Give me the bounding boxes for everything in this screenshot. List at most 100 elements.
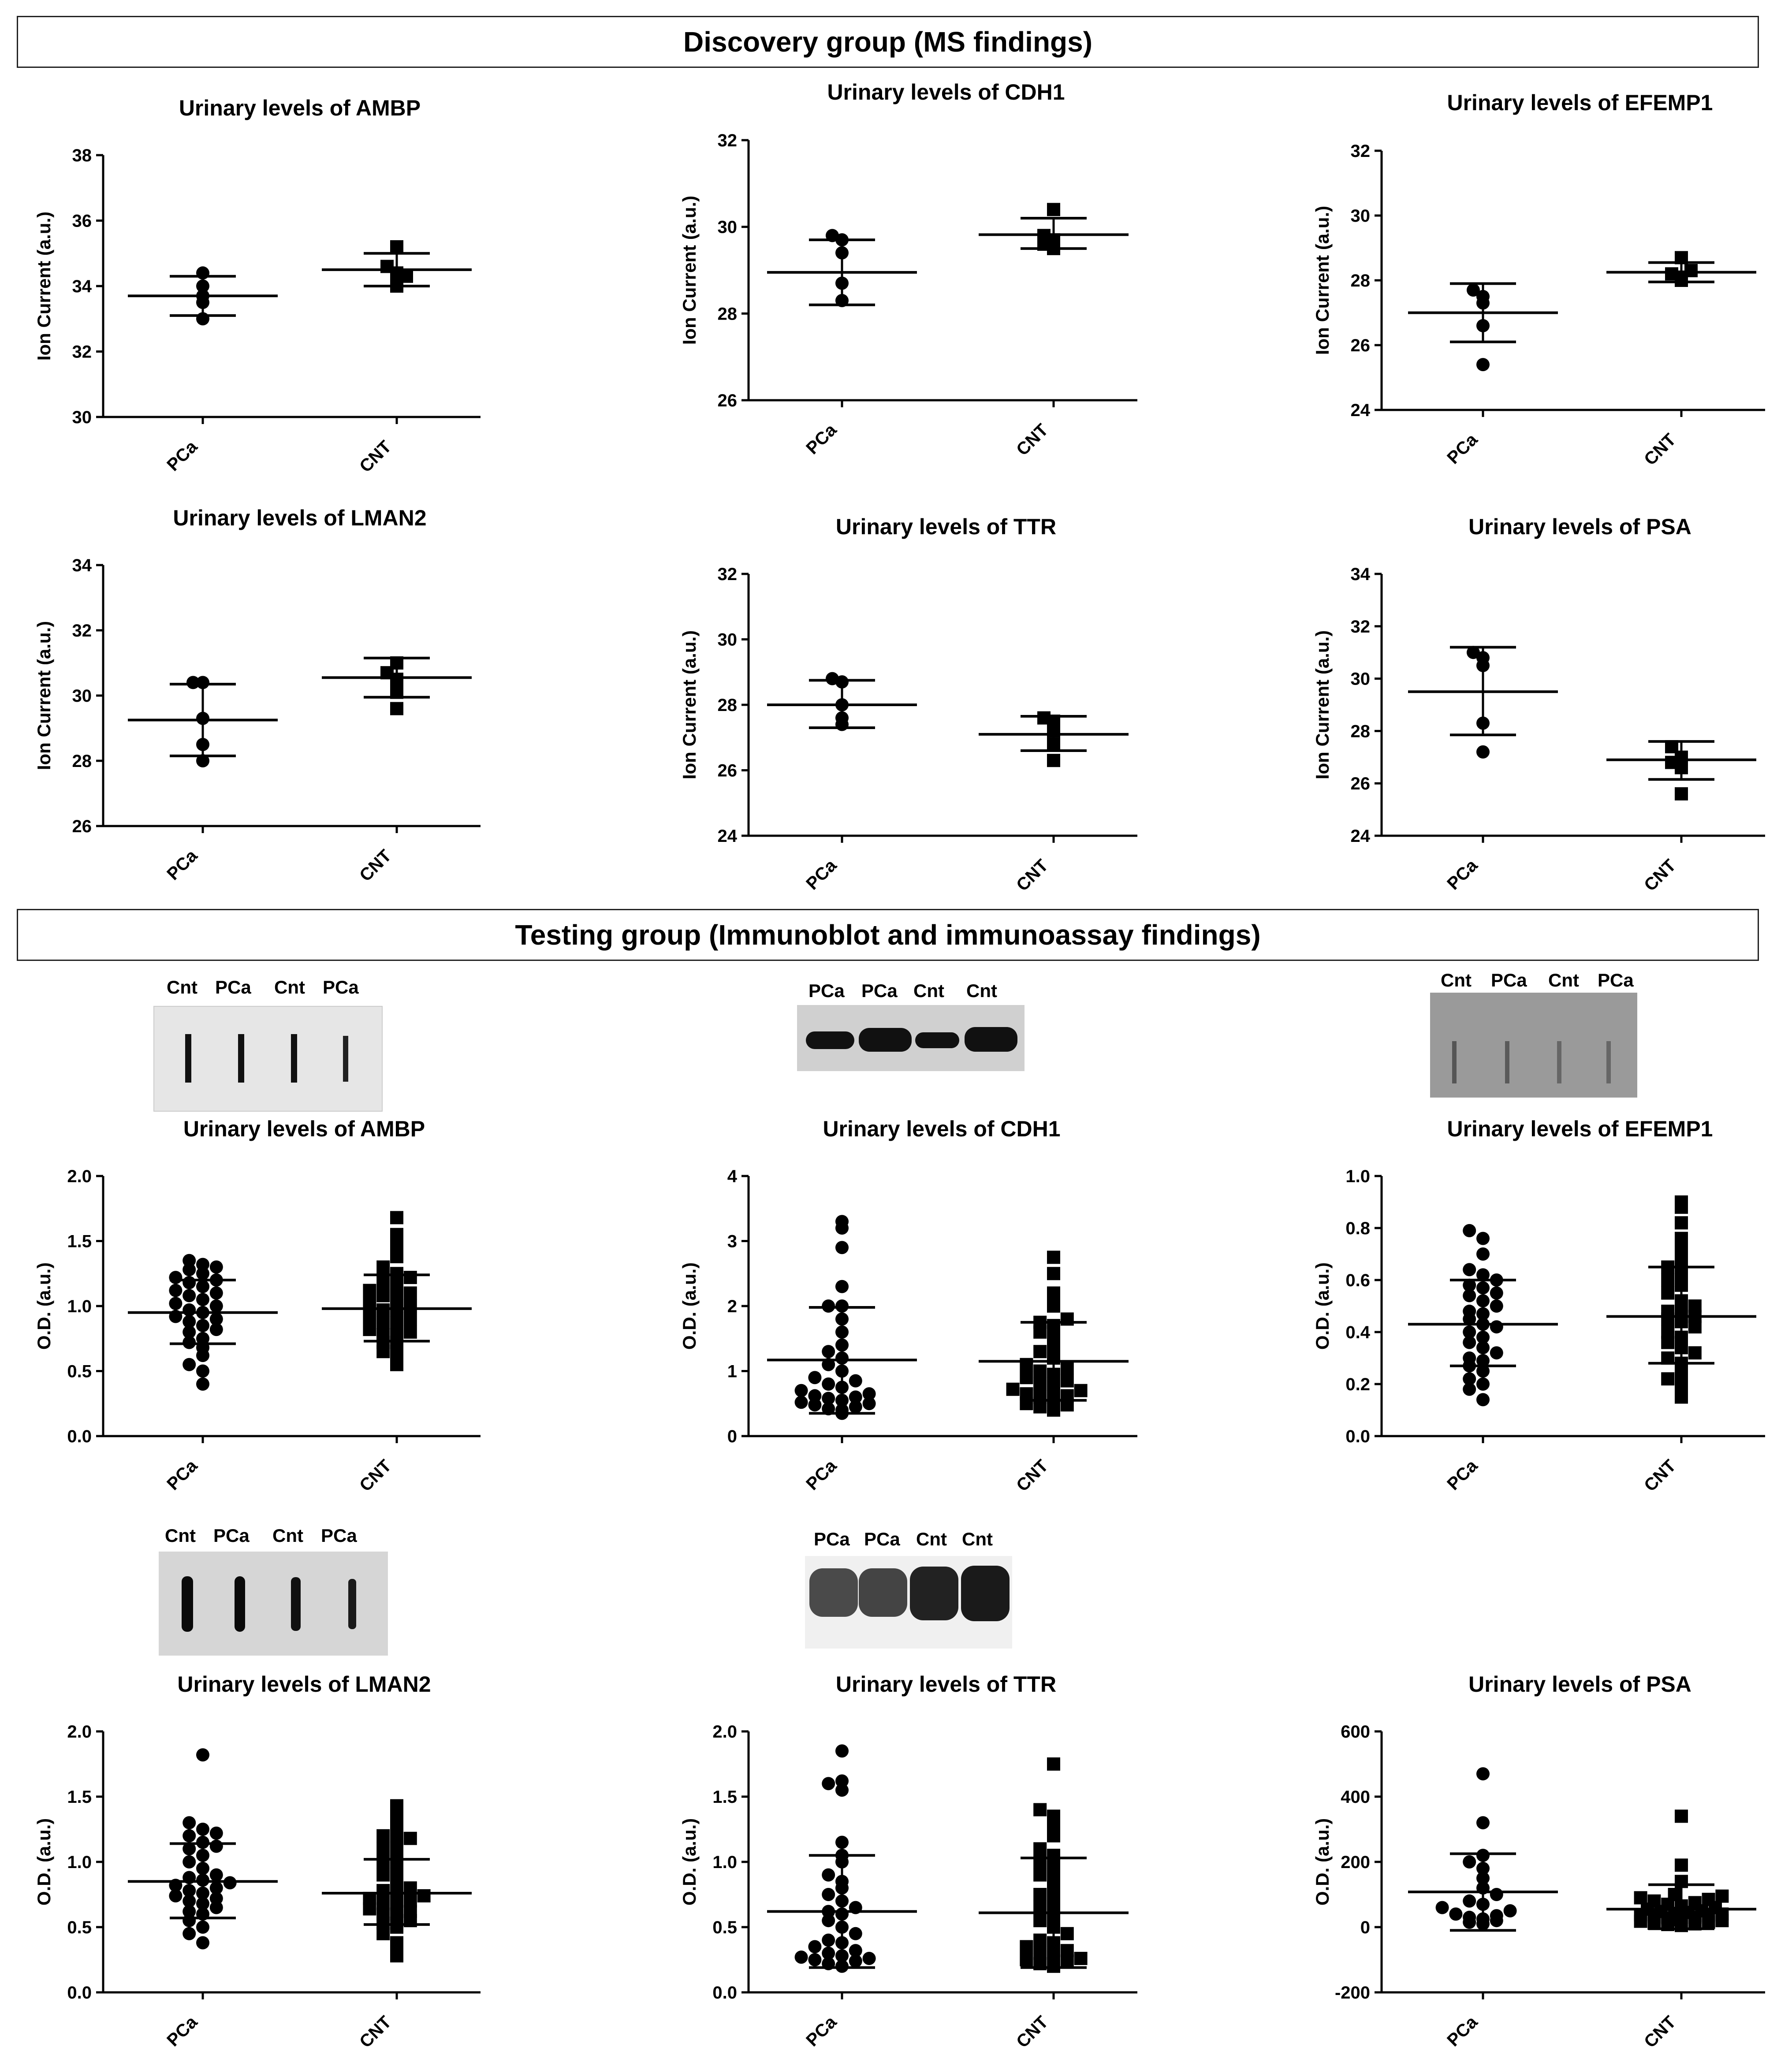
blot-band [291,1577,301,1631]
y-tick-label: 0.0 [1345,1427,1370,1446]
blot-cdh1-lane-1: PCa [808,980,845,1001]
data-point [1020,1940,1033,1954]
chart-title: Urinary levels of TTR [836,1672,1056,1697]
blot-ttr [805,1556,1012,1649]
data-point [1647,1894,1661,1908]
data-point [808,1940,822,1954]
data-point [183,1842,196,1856]
blot-band [1606,1041,1611,1083]
y-axis-label: O.D. (a.u.) [679,1818,700,1906]
data-point [196,1921,209,1934]
data-point [1047,1809,1060,1823]
data-point [1033,1842,1047,1856]
data-point [376,1829,390,1842]
data-point [1476,358,1490,372]
data-point [835,1744,849,1758]
y-tick-label: 30 [1351,670,1371,689]
data-point [822,1392,835,1405]
blot-efemp1-lane-1: Cnt [1441,970,1472,990]
data-point [209,1312,223,1326]
data-point [376,1276,390,1289]
data-point [209,1868,223,1882]
data-point [808,1371,822,1385]
x-tick-label: PCa [802,856,841,894]
blot-band [965,1027,1017,1052]
data-point [822,1947,835,1960]
y-tick-label: 0.5 [67,1362,92,1381]
y-tick-label: 28 [72,752,92,771]
data-point [835,1774,849,1788]
x-tick-label: CNT [356,2012,395,2051]
data-point [826,672,839,685]
y-tick-label: 3 [727,1232,737,1251]
data-point [390,1936,403,1950]
data-point [1047,1286,1060,1300]
y-tick-label: 24 [718,826,738,846]
data-point [849,1400,862,1414]
chart-title: Urinary levels of CDH1 [827,80,1065,104]
blot-lman2-lane-4: PCa [321,1525,357,1546]
y-tick-label: 36 [72,212,92,231]
data-point [808,1389,822,1403]
data-point [1047,1829,1060,1842]
y-tick-label: 0.0 [67,1983,92,2002]
data-point [183,1254,196,1267]
y-tick-label: 1.5 [712,1787,737,1807]
data-point [169,1284,183,1297]
data-point [1665,267,1678,281]
data-point [1476,1393,1490,1407]
y-tick-label: 28 [718,304,738,324]
data-point [1688,1299,1702,1313]
discovery-section-header: Discovery group (MS findings) [17,16,1759,68]
data-point [808,1953,822,1966]
data-point [363,1323,376,1336]
data-point [862,1387,876,1401]
y-tick-label: 1.5 [67,1232,92,1251]
data-point [1476,1232,1490,1245]
blot-efemp1-lane-4: PCa [1598,970,1634,990]
data-point [183,1325,196,1339]
data-point [1490,1320,1503,1334]
data-point [1463,1278,1476,1292]
data-point [1033,1364,1047,1378]
x-tick-label: PCa [1443,430,1482,468]
blot-lman2-lane-1: Cnt [165,1525,196,1546]
chart-title: Urinary levels of CDH1 [823,1117,1060,1141]
data-point [417,1889,431,1902]
data-point [1675,1216,1688,1230]
blot-ambp-lane-1: Cnt [167,977,197,998]
data-point [1476,1247,1490,1261]
data-point [822,1377,835,1391]
data-point [1688,1346,1702,1360]
data-point [390,1241,403,1254]
x-tick-label: CNT [1013,856,1052,895]
data-point [403,1286,417,1300]
y-tick-label: 38 [72,146,92,165]
x-tick-label: CNT [1640,2012,1680,2051]
chart-title: Urinary levels of LMAN2 [177,1672,431,1697]
data-point [1463,1263,1476,1277]
blot-band [235,1576,245,1632]
y-tick-label: 2.0 [67,1167,92,1186]
data-point [1047,1757,1060,1771]
chart-title: Urinary levels of AMBP [183,1117,425,1141]
data-point [183,1829,196,1842]
y-tick-label: 2.0 [67,1722,92,1742]
data-point [183,1263,196,1277]
y-tick-label: 0.2 [1345,1375,1370,1394]
blot-band [348,1579,356,1629]
x-tick-label: PCa [802,420,841,458]
data-point [196,754,209,767]
y-tick-label: 400 [1341,1787,1370,1807]
blot-cdh1-lane-2: PCa [861,980,898,1001]
x-tick-label: PCa [802,1456,841,1494]
data-point [403,1325,417,1339]
blot-ambp-lane-2: PCa [215,977,251,998]
data-point [862,1952,876,1965]
data-point [1033,1868,1047,1882]
data-point [1020,1387,1033,1401]
y-tick-label: 34 [72,556,92,575]
x-tick-label: PCa [1443,1456,1482,1494]
data-point [390,702,403,715]
data-point [1661,1325,1675,1339]
